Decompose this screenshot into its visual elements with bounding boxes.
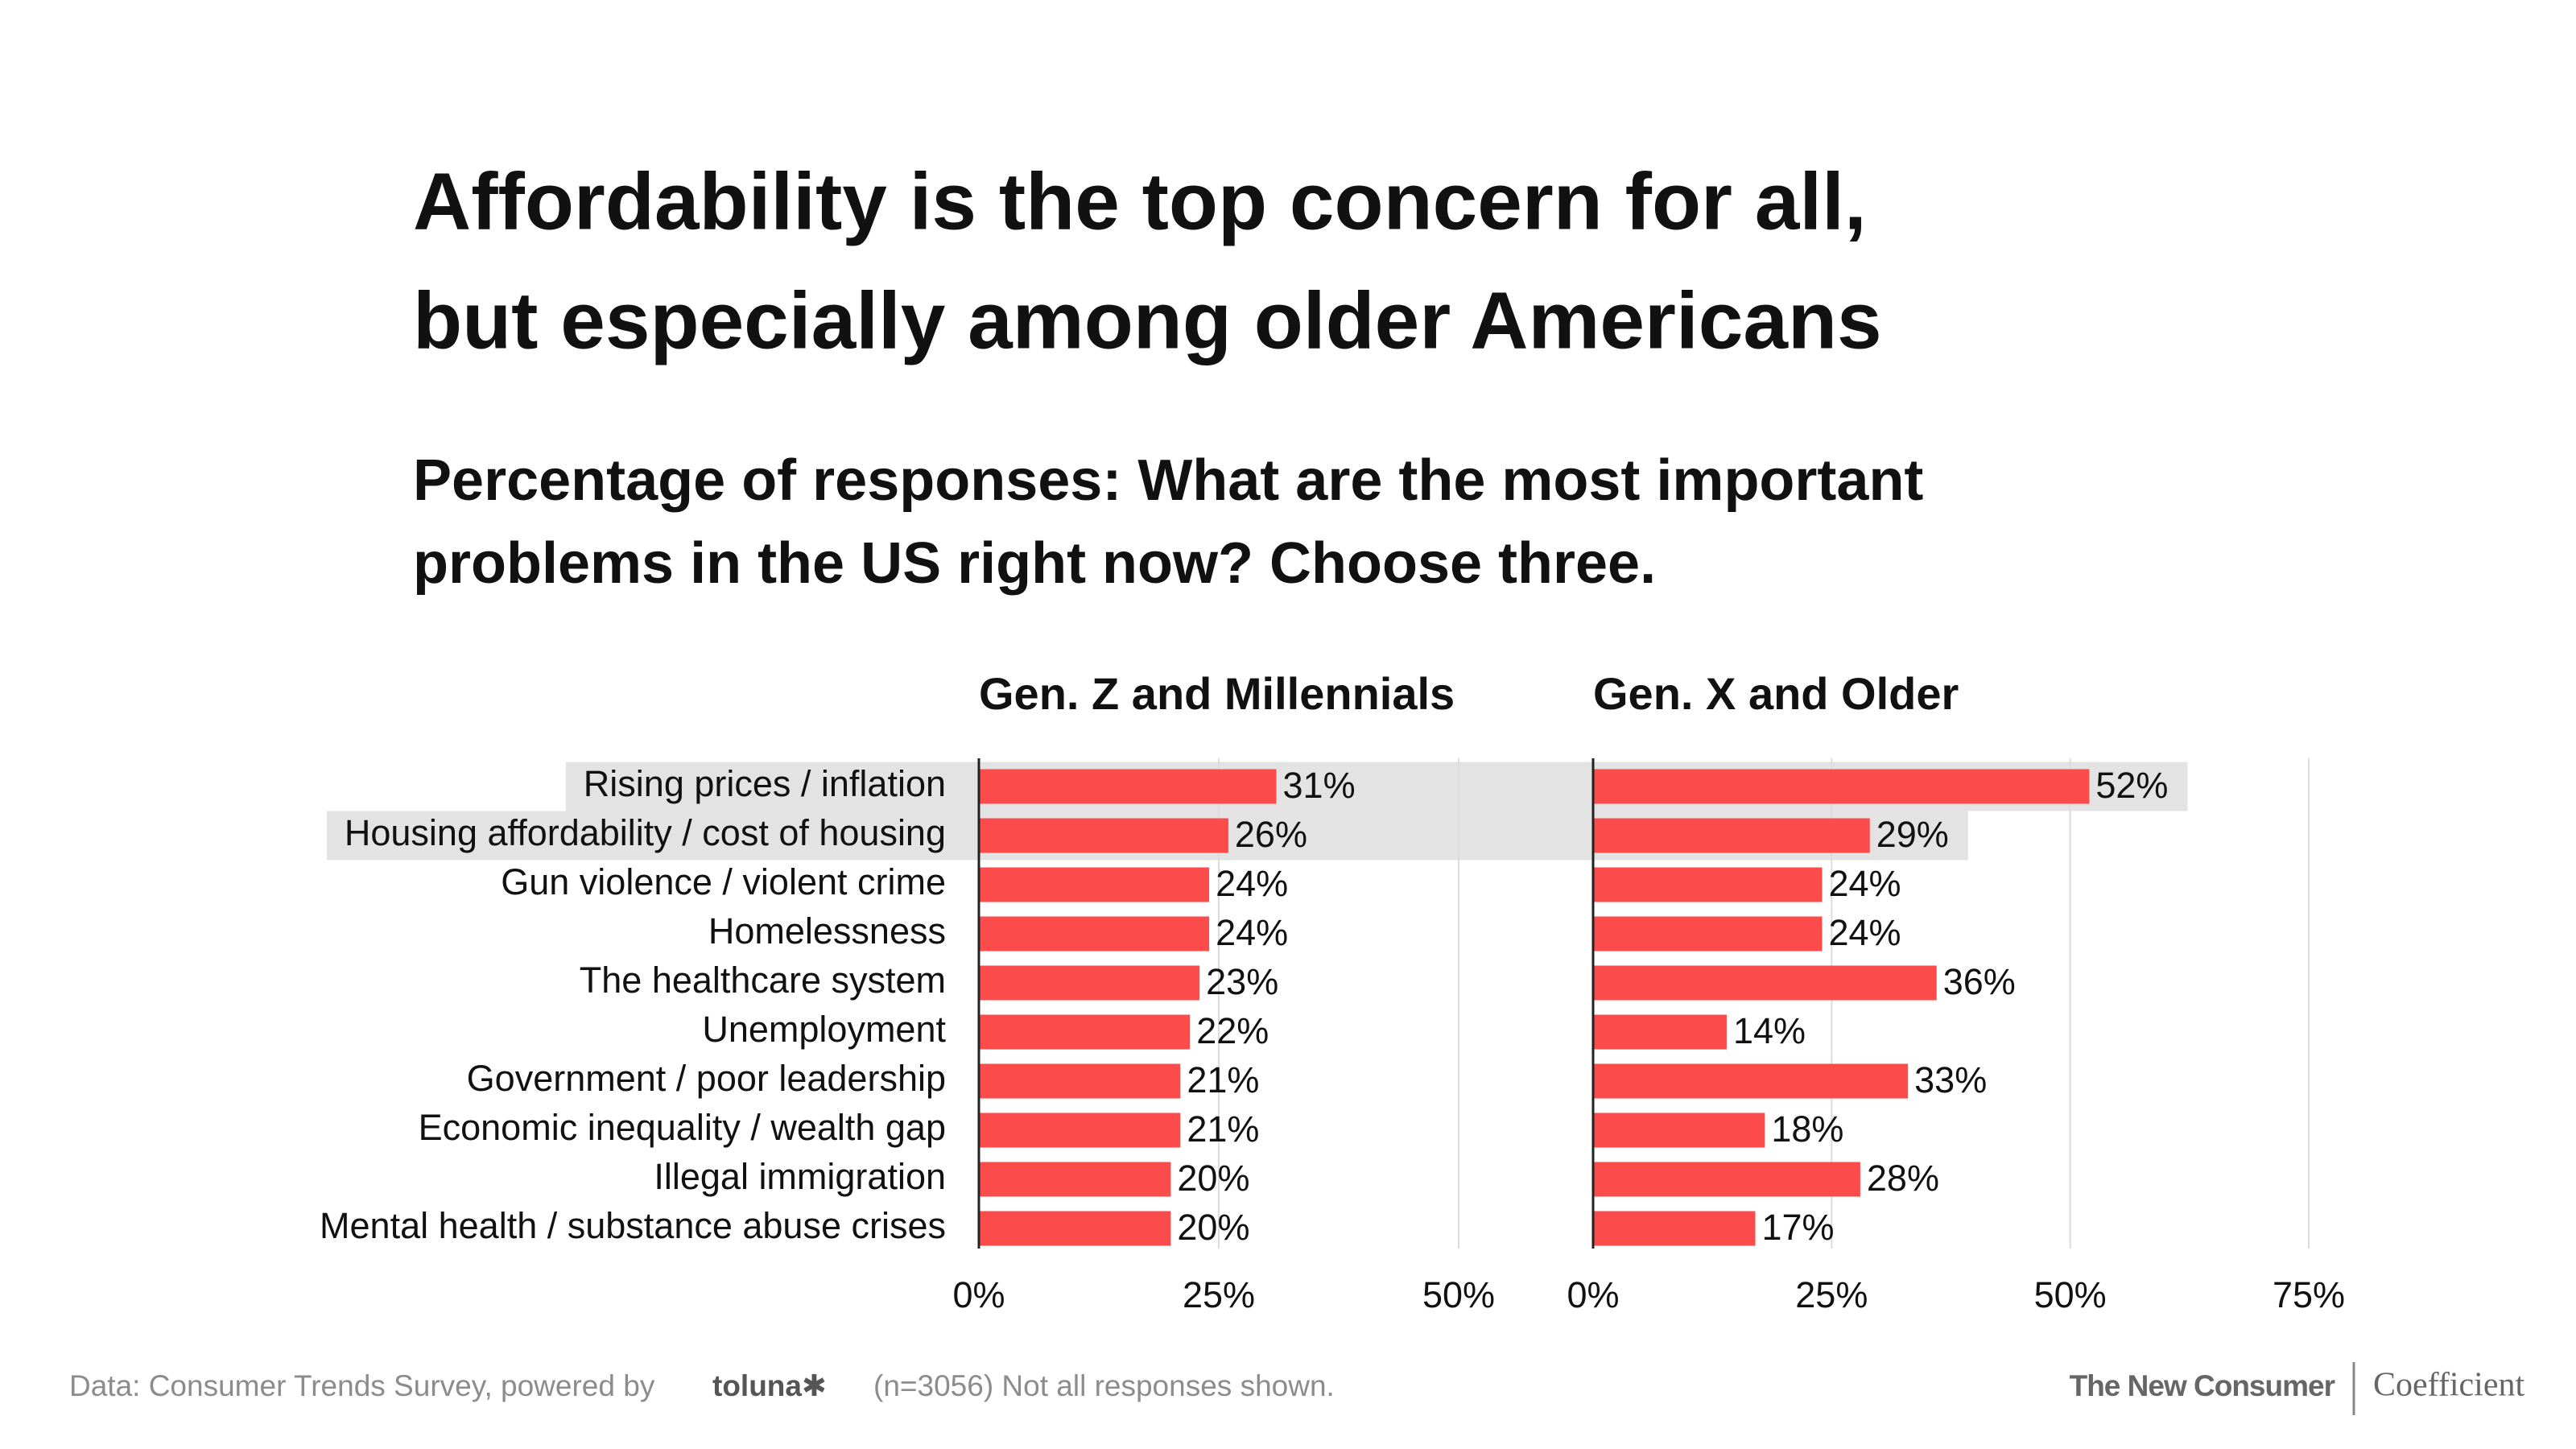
category-label: The healthcare system [580,960,946,1001]
value-label: 14% [1733,1010,1806,1051]
x-tick-label: 50% [2034,1274,2107,1315]
value-label: 24% [1216,863,1288,904]
bar [1593,916,1823,952]
bar [1593,818,1870,853]
x-tick-label: 75% [2273,1274,2345,1315]
value-label: 20% [1177,1158,1249,1199]
value-label: 29% [1876,814,1949,855]
bar [1593,1113,1765,1148]
bar [1593,1063,1909,1099]
value-label: 21% [1187,1108,1259,1150]
value-label: 24% [1216,912,1288,953]
category-label: Illegal immigration [654,1156,946,1197]
bar [1593,965,1937,1001]
title-line: Affordability is the top concern for all… [413,156,1867,246]
source-logo: toluna✱ [712,1369,827,1402]
brand: The New Consumer [2070,1369,2335,1402]
value-label: 26% [1235,814,1307,855]
value-label: 17% [1762,1207,1835,1248]
bar [979,965,1200,1001]
bar [979,1014,1191,1050]
panel-title: Gen. Z and Millennials [979,668,1455,719]
value-label: 24% [1828,912,1901,953]
bar [979,818,1228,853]
x-tick-label: 0% [1567,1274,1619,1315]
category-label: Unemployment [702,1009,946,1050]
title-line: but especially among older Americans [413,275,1882,365]
value-label: 52% [2095,765,2168,806]
value-label: 31% [1283,765,1356,806]
bar [1593,1014,1727,1050]
bar [1593,1211,1756,1246]
value-label: 22% [1196,1010,1269,1051]
category-label: Homelessness [708,910,946,952]
bar [979,1162,1171,1197]
bar [979,769,1277,804]
bar [979,1113,1181,1148]
category-label: Mental health / substance abuse crises [320,1205,946,1246]
subtitle-line: problems in the US right now? Choose thr… [413,531,1656,596]
value-label: 21% [1187,1059,1259,1100]
x-tick-label: 0% [952,1274,1005,1315]
category-label: Housing affordability / cost of housing [345,812,946,853]
bar [1593,1162,1860,1197]
value-label: 23% [1206,961,1278,1002]
category-label: Rising prices / inflation [584,763,946,804]
bar [979,1211,1171,1246]
category-label: Gun violence / violent crime [501,861,946,902]
x-tick-label: 25% [1183,1274,1255,1315]
source: Data: Consumer Trends Survey, powered by [69,1369,655,1402]
bar [979,916,1210,952]
value-label: 36% [1943,961,2016,1002]
bar [979,1063,1181,1099]
value-label: 24% [1828,863,1901,904]
brand: Coefficient [2373,1367,2524,1404]
bar [1593,769,2090,804]
category-label: Economic inequality / wealth gap [419,1107,946,1148]
subtitle-line: Percentage of responses: What are the mo… [413,448,1923,513]
value-label: 18% [1771,1108,1843,1150]
value-label: 20% [1177,1207,1249,1248]
value-label: 33% [1914,1059,1987,1100]
note: (n=3056) Not all responses shown. [873,1369,1335,1402]
x-tick-label: 50% [1422,1274,1495,1315]
panel-title: Gen. X and Older [1593,668,1959,719]
value-label: 28% [1867,1158,1939,1199]
bar [1593,867,1823,902]
x-tick-label: 25% [1795,1274,1868,1315]
bar [979,867,1210,902]
category-label: Government / poor leadership [467,1058,946,1099]
